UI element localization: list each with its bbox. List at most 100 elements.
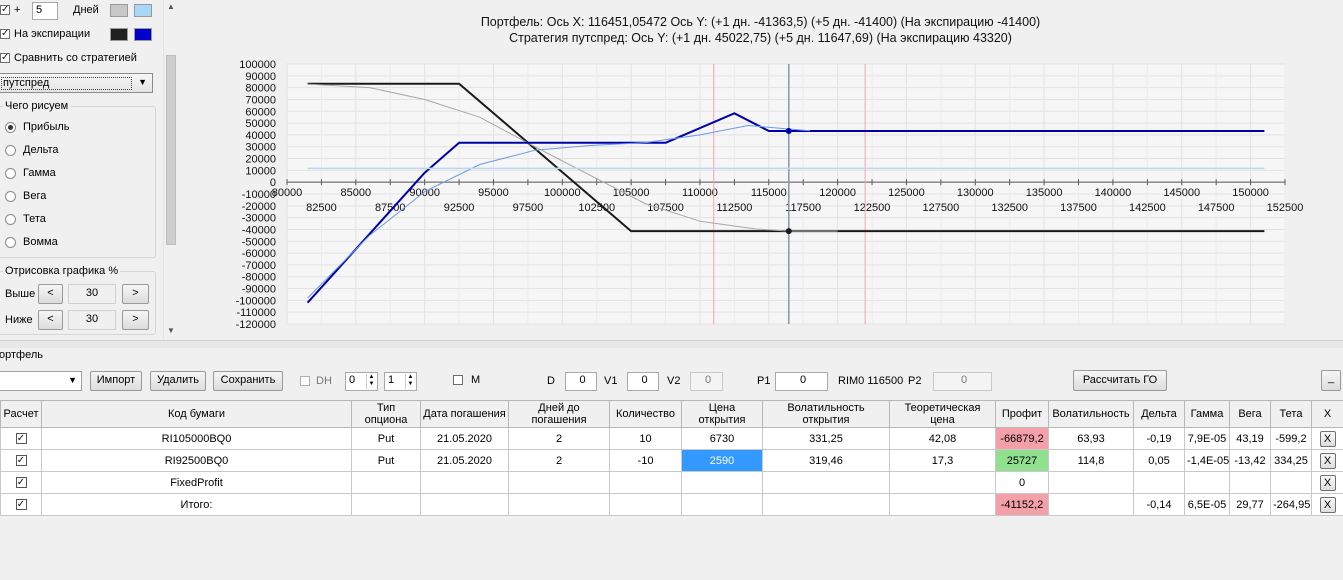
panel-splitter[interactable]	[0, 340, 1343, 348]
draw-option-radio[interactable]	[5, 122, 16, 133]
cell-delta[interactable]: -0,14	[1133, 493, 1185, 516]
cell-calc[interactable]: ✓	[0, 493, 42, 516]
days-color-a-swatch[interactable]	[110, 4, 128, 17]
cell-type[interactable]: Put	[351, 449, 421, 472]
cell-date[interactable]	[420, 471, 509, 494]
draw-option-radio[interactable]	[5, 237, 16, 248]
days-color-b-swatch[interactable]	[134, 4, 152, 17]
column-header[interactable]: Волатильность открытия	[762, 400, 890, 428]
save-button[interactable]: Сохранить	[213, 371, 283, 391]
draw-option-radio[interactable]	[5, 214, 16, 225]
draw-option-radio[interactable]	[5, 191, 16, 202]
cell-theo[interactable]: 42,08	[889, 427, 996, 450]
column-header[interactable]: Гамма	[1184, 400, 1230, 428]
expiry-color-b-swatch[interactable]	[134, 28, 152, 41]
draw-option-label[interactable]: Гамма	[23, 167, 56, 179]
cell-vega[interactable]: 43,19	[1229, 427, 1271, 450]
m-checkbox[interactable]	[453, 375, 463, 385]
minimize-button[interactable]: _	[1321, 370, 1341, 391]
cell-vega[interactable]: -13,42	[1229, 449, 1271, 472]
cell-code[interactable]: RI105000BQ0	[41, 427, 352, 450]
cell-date[interactable]: 21.05.2020	[420, 449, 509, 472]
cell-vol[interactable]	[1048, 471, 1134, 494]
cell-x[interactable]: X	[1311, 471, 1343, 494]
column-header[interactable]: Профит	[995, 400, 1049, 428]
column-header[interactable]: Дельта	[1133, 400, 1185, 428]
cell-gamma[interactable]: -1,4E-05	[1184, 449, 1230, 472]
spin-arrows-icon[interactable]: ▲ ▼	[366, 374, 376, 389]
cell-days[interactable]: 2	[508, 427, 610, 450]
column-header[interactable]: Волатильность	[1048, 400, 1134, 428]
cell-qty[interactable]: 10	[609, 427, 682, 450]
table-row[interactable]: ✓ RI105000BQ0 Put 21.05.2020 2 10 6730 331,25 42…	[0, 427, 1343, 450]
expiry-checkbox[interactable]: ✓	[0, 28, 10, 39]
column-header[interactable]: X	[1311, 400, 1343, 428]
draw-option-radio[interactable]	[5, 168, 16, 179]
remove-row-button[interactable]: X	[1319, 452, 1336, 469]
column-header[interactable]: Цена открытия	[681, 400, 763, 428]
cell-days[interactable]	[508, 493, 610, 516]
cell-calc[interactable]: ✓	[0, 427, 42, 450]
remove-row-button[interactable]: X	[1319, 430, 1336, 447]
compare-checkbox[interactable]: ✓	[0, 52, 10, 63]
cell-code[interactable]: Итого:	[41, 493, 352, 516]
v1-input[interactable]: 0	[627, 372, 659, 391]
draw-option-label[interactable]: Тета	[23, 213, 46, 225]
below-decrease-button[interactable]: <	[38, 310, 63, 330]
cell-theo[interactable]	[889, 471, 996, 494]
cell-theo[interactable]	[889, 493, 996, 516]
column-header[interactable]: Теоретическая цена	[889, 400, 996, 428]
cell-profit[interactable]: 0	[995, 471, 1049, 494]
cell-theo[interactable]: 17,3	[889, 449, 996, 472]
days-input[interactable]: 5	[32, 2, 58, 20]
cell-date[interactable]	[420, 493, 509, 516]
portfolio-select[interactable]: ▼	[0, 371, 82, 391]
cell-x[interactable]: X	[1311, 493, 1343, 516]
cell-theta[interactable]: -264,95	[1270, 493, 1312, 516]
column-header[interactable]: Вега	[1229, 400, 1271, 428]
cell-x[interactable]: X	[1311, 427, 1343, 450]
column-header[interactable]: Тип опциона	[351, 400, 421, 428]
draw-option-label[interactable]: Вега	[23, 190, 47, 202]
scroll-up-icon[interactable]: ▲	[167, 2, 175, 11]
scroll-thumb[interactable]	[166, 55, 176, 245]
draw-option-label[interactable]: Дельта	[23, 144, 59, 156]
cell-type[interactable]: Put	[351, 427, 421, 450]
above-increase-button[interactable]: >	[122, 284, 149, 304]
calc-checkbox[interactable]: ✓	[15, 433, 27, 445]
calc-checkbox[interactable]: ✓	[15, 455, 27, 467]
column-header[interactable]: Код бумаги	[41, 400, 352, 428]
expiry-color-a-swatch[interactable]	[110, 28, 128, 41]
cell-profit[interactable]: -41152,2	[995, 493, 1049, 516]
table-row[interactable]: ✓ Итого: -41152,2 -0,14 6,5E-05 29,77 -264,95 X	[0, 493, 1343, 516]
chart-plot[interactable]: 1000009000080000700006000050000400003000…	[178, 0, 1343, 340]
draw-option-label[interactable]: Прибыль	[23, 121, 70, 133]
scroll-down-icon[interactable]: ▼	[167, 326, 175, 335]
cell-profit[interactable]: -66879,2	[995, 427, 1049, 450]
cell-vega[interactable]: 29,77	[1229, 493, 1271, 516]
cell-type[interactable]	[351, 493, 421, 516]
draw-option-radio[interactable]	[5, 145, 16, 156]
calc-checkbox[interactable]: ✓	[15, 499, 27, 511]
column-header[interactable]: Дней до погашения	[508, 400, 610, 428]
cell-qty[interactable]	[609, 471, 682, 494]
cell-gamma[interactable]: 7,9E-05	[1184, 427, 1230, 450]
cell-delta[interactable]: 0,05	[1133, 449, 1185, 472]
p1-input[interactable]: 0	[775, 372, 828, 391]
dh-spinner-1[interactable]: 0 ▲ ▼	[345, 372, 378, 391]
table-row[interactable]: ✓ FixedProfit 0 X	[0, 471, 1343, 494]
cell-qty[interactable]	[609, 493, 682, 516]
strategy-select[interactable]: путспред ▼	[0, 73, 153, 93]
column-header[interactable]: Тета	[1270, 400, 1312, 428]
column-header[interactable]: Количество	[609, 400, 682, 428]
cell-open-vol[interactable]	[762, 493, 890, 516]
below-increase-button[interactable]: >	[122, 310, 149, 330]
cell-open-price[interactable]	[681, 471, 763, 494]
cell-vol[interactable]: 63,93	[1048, 427, 1134, 450]
v2-input[interactable]: 0	[690, 372, 723, 391]
import-button[interactable]: Импорт	[90, 371, 142, 391]
column-header[interactable]: Расчет	[0, 400, 42, 428]
remove-row-button[interactable]: X	[1319, 474, 1336, 491]
cell-theta[interactable]	[1270, 471, 1312, 494]
cell-gamma[interactable]	[1184, 471, 1230, 494]
